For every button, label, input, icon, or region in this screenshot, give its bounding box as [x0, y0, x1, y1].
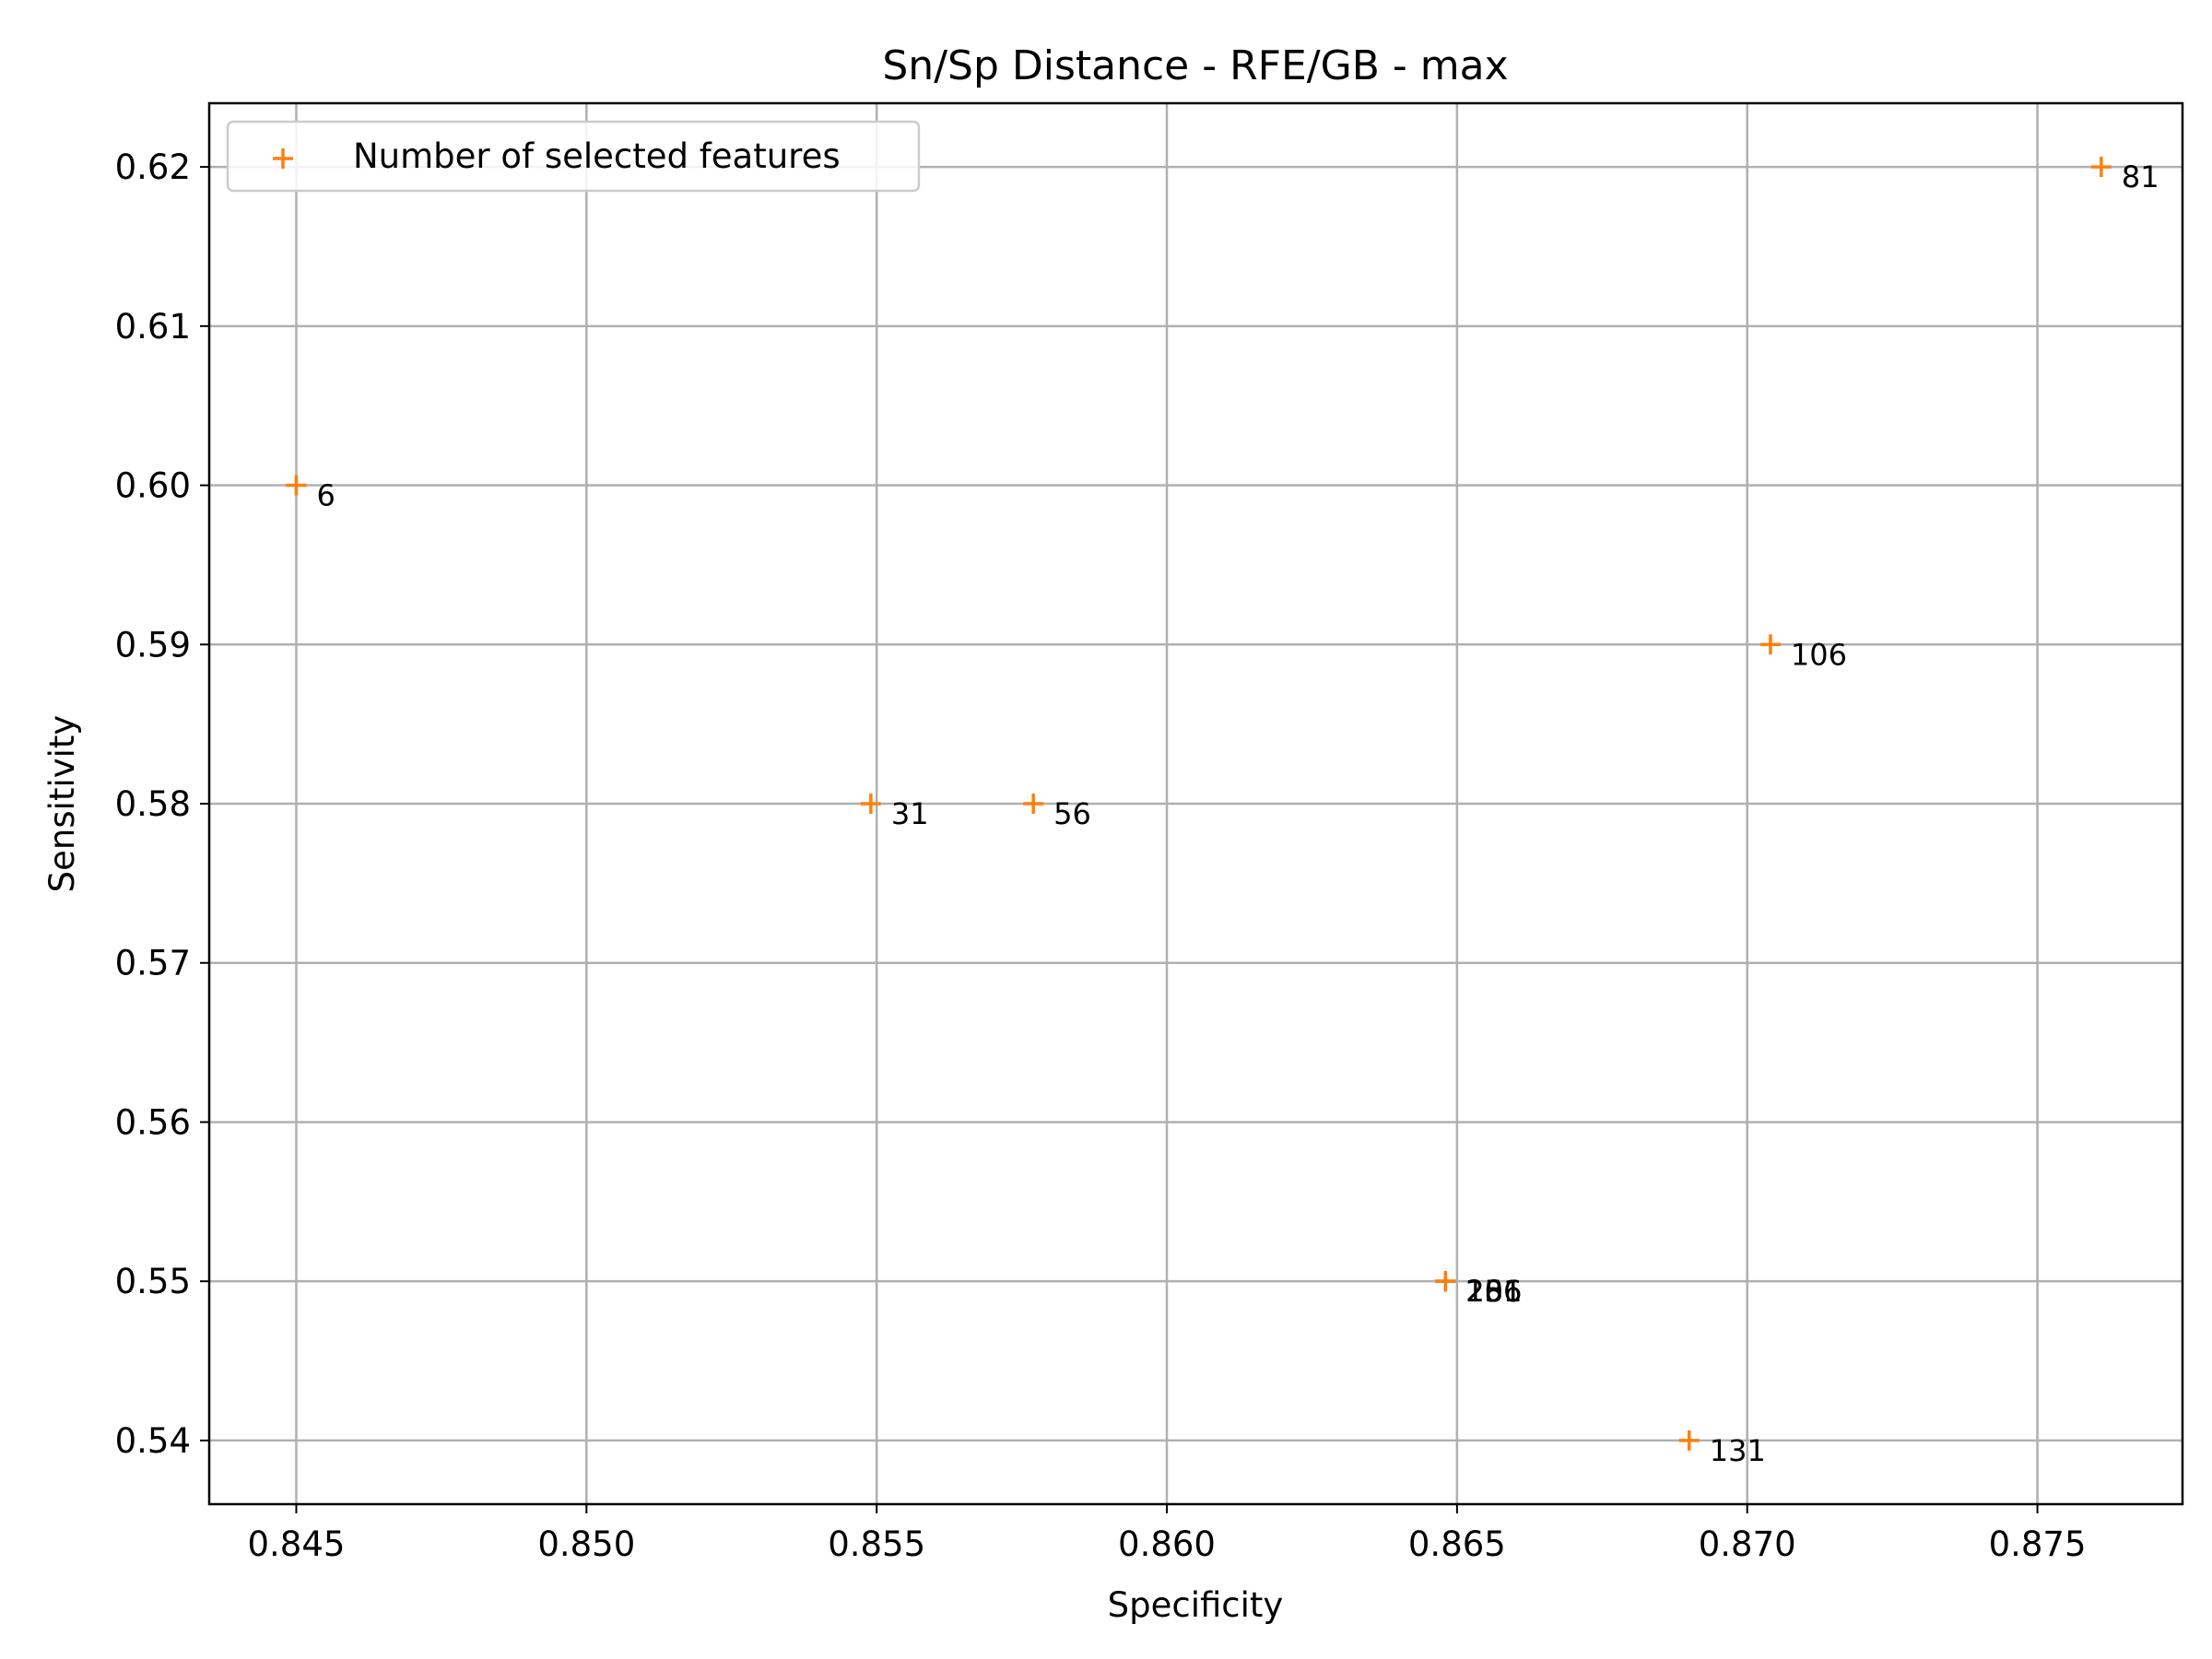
data-point-label: 131 [1710, 1433, 1766, 1468]
y-tick-label: 0.59 [115, 625, 191, 665]
legend-marker-plus [273, 148, 293, 169]
y-axis-label: Sensitivity [42, 715, 82, 893]
data-point-marker [860, 794, 881, 814]
legend-marker-plus-icon [273, 148, 293, 169]
y-tick-label: 0.54 [115, 1421, 191, 1461]
y-tick-label: 0.55 [115, 1262, 191, 1301]
data-point-label: 181 [1465, 1274, 1522, 1309]
y-tick-label: 0.58 [115, 784, 191, 824]
x-axis-label: Specificity [1108, 1585, 1284, 1625]
y-tick-label: 0.62 [115, 147, 191, 187]
data-point-marker [1759, 634, 1781, 655]
chart-title: Sn/Sp Distance - RFE/GB - max [882, 42, 1508, 89]
data-point-marker [286, 475, 307, 496]
data-point-label: 81 [2122, 159, 2159, 194]
legend: Number of selected features [226, 120, 921, 193]
axis-tick-labels: 0.845 0.850 0.855 0.860 0.865 0.870 0.875 0.54 0… [115, 147, 2087, 1564]
data-point-marker [2090, 157, 2112, 178]
grid [209, 103, 2183, 1504]
data-point-label: 156 [1465, 1274, 1522, 1309]
data-points [286, 157, 2112, 1451]
data-point-marker [1435, 1271, 1456, 1292]
axis-ticks [200, 166, 2039, 1513]
data-point-marker [1678, 1430, 1700, 1451]
x-tick-label: 0.870 [1699, 1524, 1796, 1564]
y-tick-label: 0.57 [115, 944, 191, 983]
y-tick-label: 0.61 [115, 307, 191, 347]
data-point-marker [1023, 794, 1044, 814]
x-tick-label: 0.865 [1408, 1524, 1506, 1564]
y-tick-label: 0.60 [115, 466, 191, 506]
x-tick-label: 0.860 [1118, 1524, 1216, 1564]
x-tick-label: 0.850 [537, 1524, 635, 1564]
data-point-label: 206 [1465, 1274, 1522, 1309]
data-point-label: 31 [891, 796, 929, 831]
data-point-label: 56 [1053, 796, 1091, 831]
x-tick-label: 0.875 [1989, 1524, 2087, 1564]
data-point-label: 106 [1791, 637, 1847, 672]
data-point-label: 231 [1465, 1274, 1522, 1309]
x-tick-label: 0.845 [247, 1524, 345, 1564]
data-point-label: 6 [316, 478, 335, 513]
x-tick-label: 0.855 [828, 1524, 925, 1564]
y-tick-label: 0.56 [115, 1102, 191, 1142]
legend-entry-label: Number of selected features [353, 136, 841, 176]
legend-box [226, 120, 921, 193]
